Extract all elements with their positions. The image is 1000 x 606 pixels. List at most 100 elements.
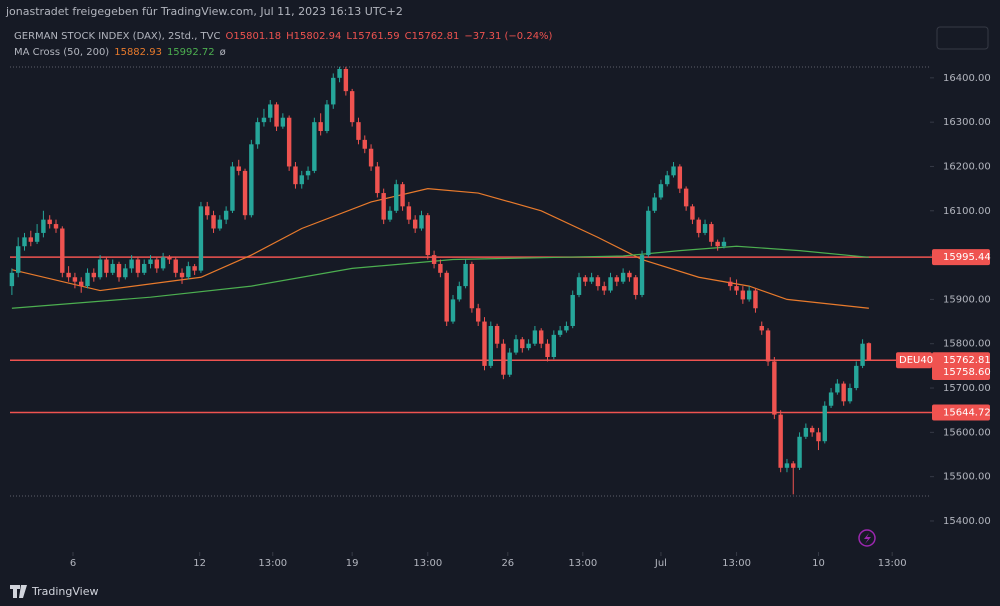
- candle-body: [791, 463, 796, 468]
- candle-body: [595, 277, 601, 287]
- candle-body: [375, 166, 380, 194]
- alert-icon[interactable]: [858, 529, 876, 547]
- candle-body: [583, 277, 588, 282]
- x-tick-label: 10: [812, 558, 825, 569]
- candle-body: [255, 122, 260, 145]
- x-tick-label: 13:00: [258, 558, 287, 569]
- candle-body: [740, 290, 746, 300]
- candle-body: [299, 175, 304, 185]
- candle-body: [576, 277, 582, 295]
- y-tick-label: 16100.00: [943, 206, 991, 217]
- candle-body: [431, 255, 437, 264]
- candle-body: [683, 188, 689, 207]
- price-label: 15644.72: [943, 408, 991, 419]
- price-label-box: [932, 404, 990, 421]
- candle-body: [312, 122, 317, 171]
- candle-body: [160, 257, 166, 269]
- candle-body: [715, 241, 720, 247]
- candle-body: [564, 325, 569, 331]
- x-tick-label: 12: [193, 558, 206, 569]
- candle-body: [324, 104, 330, 132]
- candle-body: [22, 237, 27, 247]
- symbol-tag: DEU40: [899, 355, 933, 366]
- share-header: jonastradet freigegeben für TradingView.…: [6, 5, 403, 18]
- candle-body: [734, 286, 739, 291]
- candle-body: [60, 228, 65, 273]
- indicator-symbol: ø: [219, 47, 226, 58]
- candle-body: [702, 224, 708, 233]
- candle-body: [860, 343, 865, 366]
- candle-body: [507, 352, 512, 375]
- x-tick-label: 13:00: [722, 558, 751, 569]
- candle-body: [72, 277, 78, 282]
- candle-body: [488, 325, 493, 366]
- candle-body: [280, 117, 286, 127]
- candle-body: [646, 210, 651, 256]
- candle-body: [368, 148, 374, 167]
- candle-body: [866, 343, 872, 361]
- candle-body: [205, 206, 210, 216]
- y-tick-label: 16300.00: [943, 117, 991, 128]
- candle-body: [286, 117, 292, 167]
- symbol-legend: GERMAN STOCK INDEX (DAX), 2Std., TVC O158…: [14, 31, 557, 42]
- price-label: 15762.81: [943, 355, 991, 366]
- candle-body: [677, 166, 683, 189]
- candle-body: [293, 166, 298, 185]
- candle-body: [444, 272, 449, 322]
- candle-body: [129, 259, 134, 269]
- candle-body: [746, 290, 752, 300]
- candle-body: [135, 259, 141, 273]
- candle-body: [652, 197, 657, 211]
- candle-body: [34, 232, 40, 242]
- candle-body: [47, 219, 52, 225]
- candle-body: [696, 219, 701, 233]
- candle-body: [709, 224, 714, 242]
- x-tick-label: 26: [501, 558, 514, 569]
- candle-body: [179, 272, 185, 278]
- candle-body: [608, 277, 613, 291]
- x-tick-label: Jul: [654, 558, 667, 569]
- candle-body: [343, 68, 349, 92]
- candle-body: [627, 272, 632, 278]
- candle-body: [261, 117, 267, 123]
- candle-body: [400, 184, 405, 207]
- candle-body: [53, 224, 59, 229]
- alert-icon-bolt: [864, 533, 871, 544]
- candle-body: [753, 290, 758, 309]
- candle-body: [828, 392, 834, 406]
- candle-body: [123, 268, 128, 278]
- price-label-box: [932, 249, 990, 266]
- symbol-tag-box: [896, 352, 932, 369]
- y-tick-label: 15400.00: [943, 516, 991, 527]
- candle-body: [337, 68, 342, 78]
- price-label-box: [932, 364, 990, 381]
- candle-body: [318, 122, 323, 132]
- candle-body: [362, 139, 367, 149]
- settings-button[interactable]: [936, 26, 989, 50]
- candle-body: [457, 286, 462, 300]
- candle-body: [223, 210, 229, 220]
- candle-body: [425, 215, 430, 256]
- y-tick-label: 15700.00: [943, 383, 991, 394]
- candle-body: [835, 383, 840, 393]
- y-tick-label: 16400.00: [943, 73, 991, 84]
- symbol-title: GERMAN STOCK INDEX (DAX), 2Std., TVC: [14, 31, 221, 42]
- candle-body: [570, 294, 575, 326]
- candle-body: [658, 184, 664, 198]
- candle-body: [797, 436, 802, 468]
- indicator-legend: MA Cross (50, 200) 15882.93 15992.72 ø: [14, 47, 231, 58]
- candle-body: [469, 263, 475, 309]
- candle-body: [620, 272, 626, 282]
- candle-body: [230, 166, 235, 211]
- candle-body: [721, 241, 727, 247]
- candle-body: [513, 339, 519, 353]
- candle-body: [331, 77, 336, 105]
- candle-body: [778, 414, 783, 468]
- candle-body: [387, 210, 393, 220]
- candle-body: [28, 237, 33, 242]
- candle-body: [85, 272, 90, 287]
- candle-body: [532, 330, 538, 344]
